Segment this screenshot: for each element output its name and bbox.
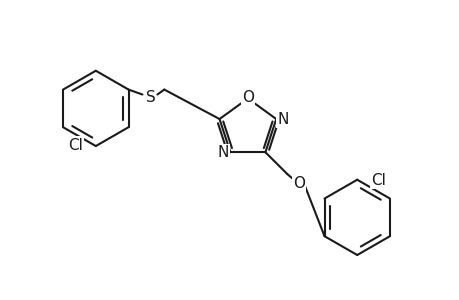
Text: N: N: [277, 112, 288, 127]
Text: S: S: [145, 90, 155, 105]
Text: Cl: Cl: [68, 137, 83, 152]
Text: N: N: [217, 145, 229, 160]
Text: O: O: [292, 176, 305, 191]
Text: Cl: Cl: [370, 173, 385, 188]
Text: O: O: [241, 90, 253, 105]
